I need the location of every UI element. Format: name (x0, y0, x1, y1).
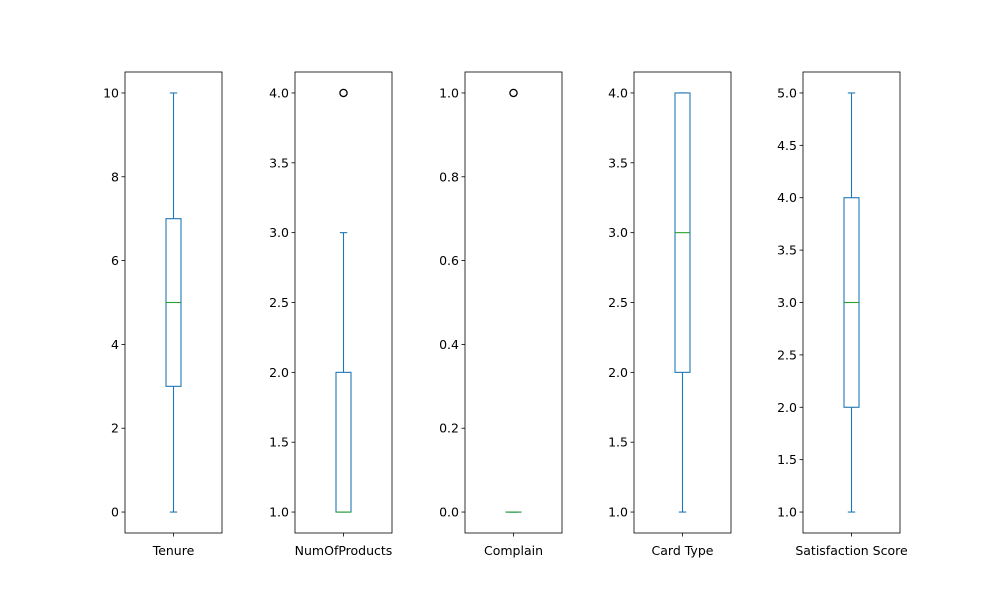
y-tick-label: 1.0 (777, 505, 797, 520)
axes-frame (802, 71, 901, 534)
x-tick-label: Card Type (652, 543, 714, 558)
y-tick-label: 3.0 (777, 295, 797, 310)
y-tick-label: 4 (111, 337, 119, 352)
y-tick-label: 0 (111, 505, 119, 520)
x-tick-label: Satisfaction Score (795, 543, 908, 558)
x-tick-label: NumOfProducts (295, 543, 393, 558)
y-tick-label: 0.0 (439, 505, 459, 520)
x-tick-label: Tenure (152, 543, 195, 558)
y-tick-label: 1.0 (439, 85, 459, 100)
outlier-point (509, 88, 518, 98)
y-tick-label: 6 (111, 253, 119, 268)
x-tick-label: Complain (484, 543, 543, 558)
iqr-box (335, 371, 352, 513)
subplot-2: 1.0 1.5 2.0 2.5 3.0 3.5 4.0 NumOfProducts (269, 71, 393, 558)
y-tick-label: 0.2 (439, 421, 459, 436)
y-tick-label: 1.0 (608, 505, 628, 520)
y-tick-label: 2.5 (269, 295, 289, 310)
y-tick-label: 0.4 (439, 337, 459, 352)
y-tick-label: 1.5 (777, 452, 797, 467)
y-tick-label: 8 (111, 169, 119, 184)
y-tick-label: 3.5 (269, 155, 289, 170)
y-tick-label: 1.5 (608, 435, 628, 450)
y-tick-label: 0.8 (439, 169, 459, 184)
axes-frame (124, 71, 223, 534)
y-tick-label: 2.0 (608, 365, 628, 380)
y-tick-label: 10 (103, 85, 119, 100)
y-tick-label: 2.5 (777, 347, 797, 362)
y-tick-label: 2 (111, 421, 119, 436)
y-tick-label: 3.5 (777, 243, 797, 258)
y-tick-label: 2.0 (269, 365, 289, 380)
axes-frame (294, 71, 393, 534)
y-tick-label: 4.0 (777, 190, 797, 205)
y-tick-label: 4.0 (269, 85, 289, 100)
subplot-3: 0.0 0.2 0.4 0.6 0.8 1.0 Complain (439, 71, 563, 558)
y-tick-label: 4.0 (608, 85, 628, 100)
y-tick-label: 2.0 (777, 400, 797, 415)
y-tick-label: 1.0 (269, 505, 289, 520)
outlier-point (339, 88, 348, 98)
y-tick-label: 2.5 (608, 295, 628, 310)
subplot-5: 1.0 1.5 2.0 2.5 3.0 3.5 4.0 4.5 5.0 Satisfaction … (777, 71, 908, 558)
subplot-4: 1.0 1.5 2.0 2.5 3.0 3.5 4.0 Card Type (608, 71, 732, 558)
y-tick-label: 3.0 (269, 225, 289, 240)
y-tick-label: 4.5 (777, 138, 797, 153)
y-tick-label: 3.0 (608, 225, 628, 240)
y-tick-label: 1.5 (269, 435, 289, 450)
axes-frame (464, 71, 563, 534)
y-tick-label: 3.5 (608, 155, 628, 170)
subplot-1: 0 2 4 6 8 10 Tenure (103, 71, 223, 558)
y-tick-label: 0.6 (439, 253, 459, 268)
axes-frame (633, 71, 732, 534)
y-tick-label: 5.0 (777, 85, 797, 100)
